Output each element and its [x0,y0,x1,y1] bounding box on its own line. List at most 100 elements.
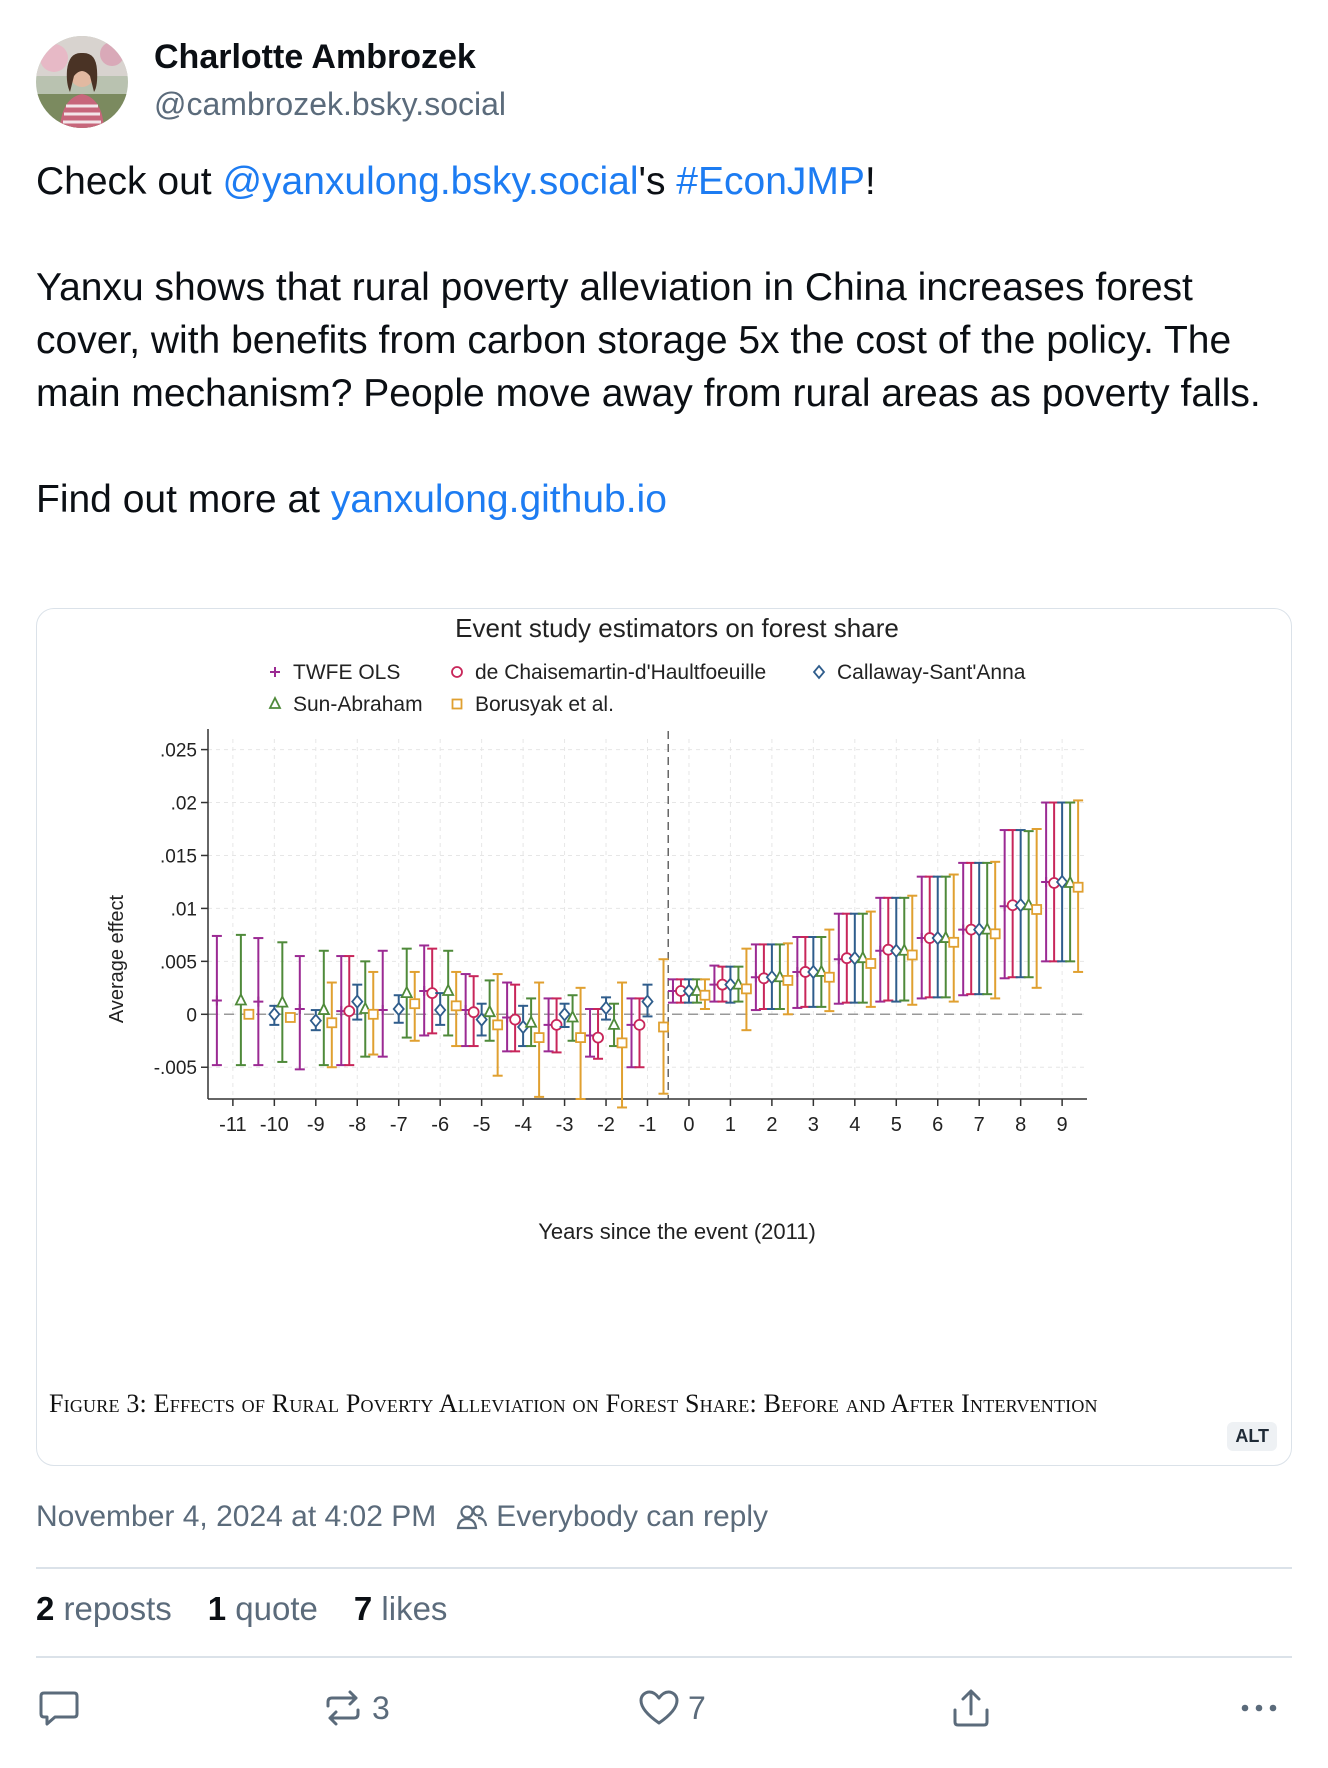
divider [36,1567,1292,1569]
data-point [367,1008,379,1020]
legend-item: Borusyak et al. [451,693,614,716]
quotes-label: quote [235,1590,318,1627]
mention-link[interactable]: @yanxulong.bsky.social [222,160,639,203]
likes-stat[interactable]: 7 likes [354,1590,448,1628]
data-point [989,928,1001,940]
series-sun-abraham [234,801,1077,1067]
y-tick-label: .015 [160,846,197,867]
data-point [483,1004,497,1018]
avatar[interactable] [36,36,128,128]
data-point [1072,881,1084,893]
post-meta: November 4, 2024 at 4:02 PM Everybody ca… [36,1500,768,1534]
timestamp[interactable]: November 4, 2024 at 4:02 PM [36,1500,437,1533]
reposts-count: 2 [36,1590,55,1627]
data-point [897,942,911,956]
data-point [492,1019,504,1031]
like-button[interactable]: 7 [638,1688,706,1728]
y-tick-label: -.005 [154,1058,197,1079]
repost-icon [326,1690,360,1726]
share-icon [953,1689,989,1727]
data-point [641,994,654,1009]
legend-label: de Chaisemartin-d'Haultfoeuille [475,661,766,684]
x-tick-label: -1 [639,1114,657,1136]
event-study-chart: Event study estimators on forest share T… [106,613,1087,1244]
data-point [814,963,828,977]
x-tick-label: -6 [431,1114,449,1136]
data-point [475,1012,488,1027]
data-point [533,1032,545,1043]
x-tick-label: -10 [260,1114,289,1136]
data-point [284,1012,296,1023]
data-point [699,989,711,1001]
post-stats: 2 reposts 1 quote 7 likes [36,1590,483,1628]
external-link[interactable]: yanxulong.github.io [330,478,667,521]
data-point [441,982,455,996]
repost-button[interactable]: 3 [322,1688,390,1728]
data-point [377,1005,388,1016]
data-point [575,1032,586,1043]
data-point [906,949,918,961]
people-icon [456,1503,488,1531]
reposts-stat[interactable]: 2 reposts [36,1590,172,1628]
divider [36,1656,1292,1658]
data-point [890,943,903,959]
legend-item: TWFE OLS [270,661,400,684]
hashtag-link[interactable]: #EconJMP [676,160,865,203]
data-point [234,992,248,1006]
y-tick-label: 0 [186,1005,197,1026]
post-text-segment: Find out more at [36,478,331,521]
post-text-segment: ! [864,160,876,203]
legend-item: Callaway-Sant'Anna [812,661,1026,684]
data-point [607,1016,621,1030]
data-point [434,1002,447,1018]
data-point [550,1018,563,1031]
legend-label: Callaway-Sant'Anna [837,661,1026,684]
post-line-3: Find out more at yanxulong.github.io [36,473,1296,526]
data-point [633,1018,646,1031]
legend-marker [451,698,463,710]
user-handle[interactable]: @cambrozek.bsky.social [154,86,506,122]
data-point [317,1002,331,1015]
data-point [351,994,364,1009]
chart-title: Event study estimators on forest share [455,613,899,643]
y-tick-label: .01 [171,899,197,920]
data-point [823,971,835,983]
legend-item: de Chaisemartin-d'Haultfoeuille [451,661,766,684]
quotes-stat[interactable]: 1 quote [208,1590,318,1628]
data-point [467,1006,480,1019]
series-borusyak-et-al- [243,799,1084,1109]
legend-marker [451,666,463,678]
data-point [253,996,264,1007]
more-options-button[interactable] [1238,1688,1280,1728]
legend-item: Sun-Abraham [268,693,423,716]
like-count: 7 [688,1689,706,1726]
data-point [343,1005,356,1018]
data-point [948,936,960,948]
data-point [1063,874,1077,888]
share-button[interactable] [950,1688,992,1728]
likes-count: 7 [353,1590,373,1627]
alt-badge[interactable]: ALT [1227,1422,1277,1451]
data-point [566,1009,580,1023]
legend-marker [270,667,280,677]
x-tick-label: -8 [348,1114,366,1136]
quotes-count: 1 [207,1590,227,1627]
data-point [326,1017,338,1029]
x-tick-label: -3 [556,1114,574,1136]
display-name[interactable]: Charlotte Ambrozek [154,38,476,76]
image-embed[interactable]: Event study estimators on forest share T… [36,608,1292,1466]
ellipsis-icon [1241,1704,1277,1712]
x-tick-label: -9 [307,1114,325,1136]
x-tick-label: -11 [219,1114,246,1136]
figure-caption: Figure 3: Effects of Rural Poverty Allev… [49,1389,1098,1418]
post-paragraph-2: Yanxu shows that rural poverty alleviati… [36,266,1261,415]
reply-button[interactable] [38,1688,80,1728]
data-point [1022,897,1036,911]
data-point [773,969,787,983]
series-de-chaisemartin-d-haultfoeuille [343,801,1061,1069]
x-tick-label: 5 [891,1114,902,1136]
data-point [268,1006,281,1022]
data-point [309,1013,322,1029]
data-point [939,930,953,943]
